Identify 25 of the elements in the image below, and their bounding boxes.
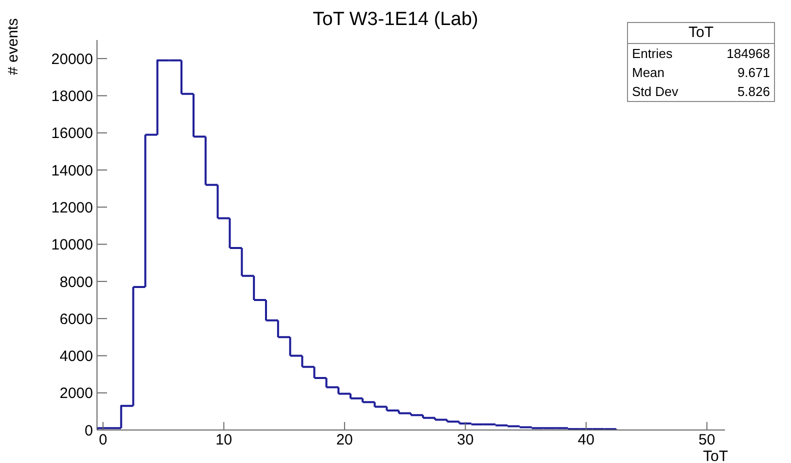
text: 9.671 <box>737 64 770 82</box>
annotation: Std Dev <box>632 83 678 101</box>
x-tick-label: 20 <box>336 432 353 449</box>
y-tick-label: 6000 <box>60 310 93 328</box>
annotation: Mean <box>632 64 665 82</box>
x-axis-title: ToT <box>702 448 728 463</box>
y-tick-label: 20000 <box>51 50 93 68</box>
x-tick-label: 50 <box>698 432 716 449</box>
y-tick-label: 2000 <box>60 385 93 402</box>
y-tick-label: 10000 <box>51 236 93 254</box>
x-tick-label: 0 <box>98 432 108 449</box>
x-tick-label: 30 <box>457 432 474 449</box>
text: 184968 <box>726 45 770 63</box>
chart-title: ToT W3-1E14 (Lab) <box>312 9 478 30</box>
text: 5.826 <box>737 83 770 101</box>
y-tick-label: 18000 <box>51 88 93 106</box>
y-tick-label: 12000 <box>51 199 93 216</box>
annotation: ToT <box>628 23 774 44</box>
y-tick-label: 4000 <box>60 348 93 366</box>
annotation: Entries <box>632 45 672 63</box>
x-tick-label: 40 <box>578 432 594 449</box>
x-tick-label: 10 <box>215 432 232 449</box>
y-tick-label: 8000 <box>60 274 93 291</box>
y-tick-label: 14000 <box>51 162 93 180</box>
y-tick-label: 16000 <box>51 125 93 142</box>
